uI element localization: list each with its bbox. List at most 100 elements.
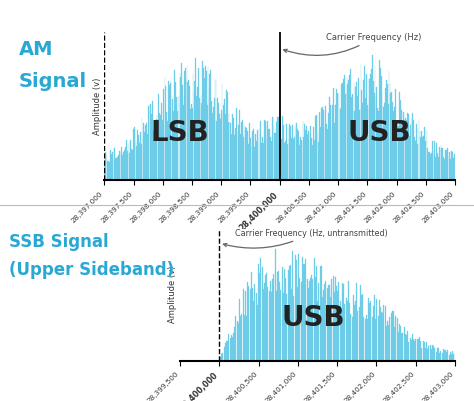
Bar [108, 161, 109, 180]
Bar [364, 66, 365, 180]
Bar [338, 93, 339, 180]
Bar [163, 89, 164, 180]
Bar [246, 128, 247, 180]
Bar [438, 157, 439, 180]
Bar [436, 143, 437, 180]
Bar [354, 305, 355, 361]
Bar [148, 106, 149, 180]
Bar [316, 115, 317, 180]
Bar [441, 353, 443, 361]
Bar [385, 88, 386, 180]
Bar [451, 354, 452, 361]
Bar [225, 114, 226, 180]
Bar [398, 332, 399, 361]
Bar [206, 71, 207, 180]
Bar [405, 334, 406, 361]
Bar [274, 134, 275, 180]
Bar [426, 342, 427, 361]
Bar [438, 348, 439, 361]
Bar [336, 286, 337, 361]
Bar [231, 134, 232, 180]
Bar [361, 295, 362, 361]
Bar [174, 71, 175, 180]
Bar [328, 285, 329, 361]
Bar [391, 313, 392, 361]
Bar [440, 351, 441, 361]
Bar [157, 119, 158, 180]
Bar [171, 79, 172, 180]
Bar [409, 136, 410, 180]
Bar [304, 263, 305, 361]
Bar [138, 136, 139, 180]
Bar [187, 82, 188, 180]
Bar [276, 122, 277, 180]
Bar [166, 112, 167, 180]
Bar [265, 275, 266, 361]
Bar [375, 96, 376, 180]
Bar [334, 292, 335, 361]
Bar [345, 94, 346, 180]
Bar [249, 124, 250, 180]
Text: SSB Signal: SSB Signal [9, 233, 109, 251]
Bar [351, 97, 352, 180]
Bar [236, 108, 237, 180]
Bar [224, 99, 225, 180]
Bar [154, 126, 155, 180]
Bar [383, 305, 384, 361]
Bar [443, 156, 444, 180]
Bar [274, 249, 275, 361]
Bar [368, 79, 369, 180]
Bar [316, 266, 317, 361]
Bar [414, 137, 415, 180]
Bar [359, 109, 360, 180]
Bar [350, 314, 351, 361]
Bar [358, 79, 359, 180]
Bar [335, 105, 336, 180]
Bar [404, 327, 405, 361]
Bar [349, 75, 350, 180]
Bar [264, 284, 265, 361]
Bar [324, 284, 325, 361]
Bar [311, 275, 312, 361]
Bar [322, 107, 323, 180]
Bar [315, 116, 316, 180]
Bar [125, 148, 126, 180]
Bar [374, 66, 375, 180]
Bar [208, 67, 209, 180]
Bar [130, 140, 131, 180]
Bar [234, 136, 235, 180]
Bar [369, 303, 370, 361]
Bar [177, 111, 178, 180]
Bar [453, 158, 454, 180]
Bar [386, 80, 387, 180]
Bar [133, 129, 134, 180]
Bar [397, 318, 398, 361]
Bar [356, 284, 357, 361]
Bar [297, 287, 298, 361]
Bar [445, 350, 446, 361]
Bar [444, 158, 445, 180]
Bar [362, 103, 363, 180]
Bar [407, 331, 408, 361]
Bar [376, 300, 377, 361]
Bar [262, 137, 263, 180]
Bar [184, 71, 185, 180]
Bar [380, 68, 381, 180]
Bar [167, 121, 168, 180]
Bar [234, 327, 235, 361]
Bar [253, 300, 254, 361]
Bar [248, 286, 249, 361]
Bar [309, 133, 310, 180]
Bar [240, 316, 241, 361]
Bar [178, 97, 179, 180]
Bar [134, 127, 135, 180]
Bar [395, 316, 396, 361]
Bar [431, 348, 432, 361]
Bar [183, 105, 184, 180]
Bar [321, 108, 322, 180]
Bar [340, 109, 341, 180]
Bar [258, 263, 259, 361]
Bar [221, 354, 222, 361]
Bar [306, 126, 307, 180]
Bar [120, 154, 121, 180]
